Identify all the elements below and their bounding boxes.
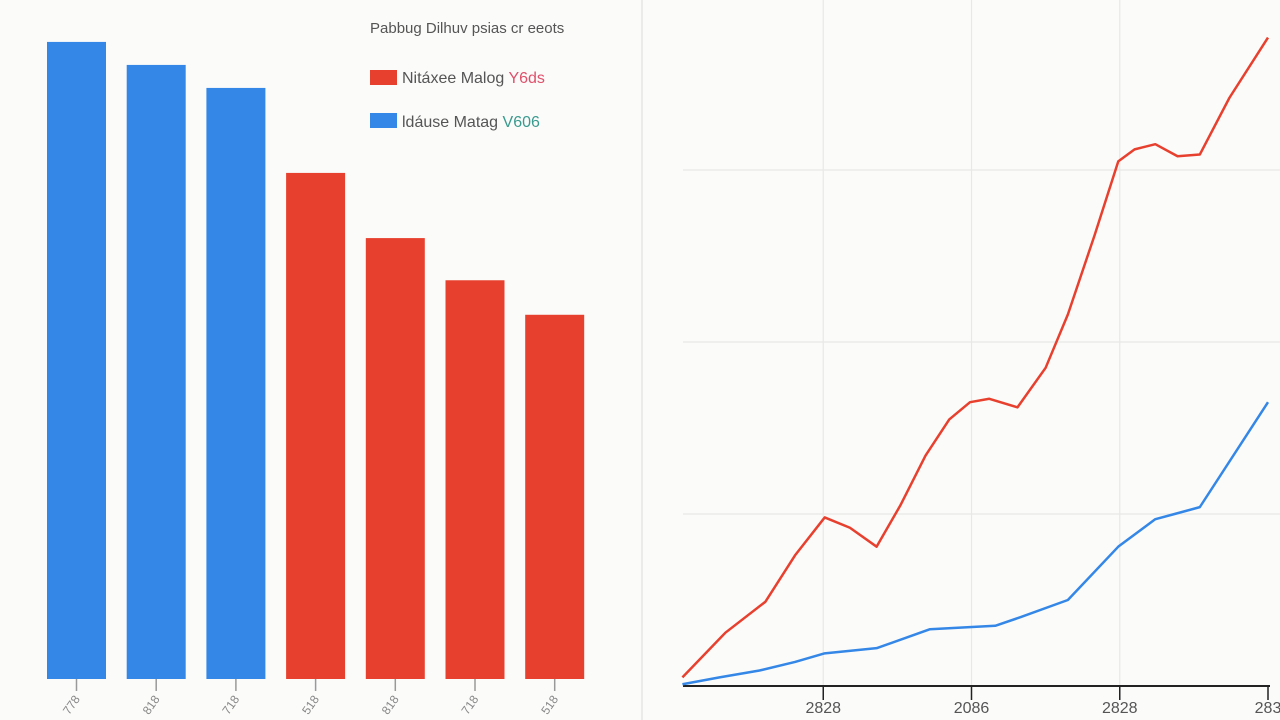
legend-entry-2: ldáuse Matag V606 bbox=[402, 114, 540, 131]
series-line-red bbox=[681, 36, 1270, 679]
bar-x-tick-label: 518 bbox=[538, 692, 561, 717]
legend-swatch-blue bbox=[370, 113, 397, 128]
bar-x-tick-label: 718 bbox=[458, 692, 481, 717]
legend-suffix-1: Y6ds bbox=[508, 70, 544, 87]
legend-swatch-red bbox=[370, 70, 397, 85]
legend-label-2: ldáuse Matag bbox=[402, 114, 498, 131]
bar-x-tick-label: 818 bbox=[140, 692, 163, 717]
legend-suffix-2: V606 bbox=[503, 114, 540, 131]
series-line-blue bbox=[682, 401, 1270, 686]
bar-x-tick-label: 518 bbox=[299, 692, 322, 717]
x-tick-label: 2828 bbox=[805, 700, 841, 717]
bar bbox=[365, 238, 425, 679]
bar bbox=[126, 64, 186, 679]
legend-label-1: Nitáxee Malog bbox=[402, 70, 504, 87]
bar-chart: 778 818 718 518 818 718 518 bbox=[47, 41, 585, 717]
bar bbox=[286, 172, 346, 680]
bar-x-tick-label: 778 bbox=[60, 692, 83, 717]
bar bbox=[47, 41, 106, 680]
x-tick-label: 2828 bbox=[1102, 700, 1138, 717]
x-tick-label: 283 bbox=[1255, 700, 1280, 717]
legend: Nitáxee Malog Y6ds ldáuse Matag V606 bbox=[370, 70, 545, 131]
legend-entry-1: Nitáxee Malog Y6ds bbox=[402, 70, 545, 87]
bar bbox=[525, 314, 585, 679]
x-tick-label: 2086 bbox=[954, 700, 990, 717]
bar bbox=[445, 280, 505, 679]
bar-chart-title: Pabbug Dilhuv psias cr eeots bbox=[370, 20, 564, 37]
bar-x-tick-label: 818 bbox=[379, 692, 402, 717]
bar bbox=[206, 87, 266, 680]
bar-x-tick-label: 718 bbox=[219, 692, 242, 717]
line-chart: 2828 2086 2828 283 bbox=[681, 0, 1280, 717]
